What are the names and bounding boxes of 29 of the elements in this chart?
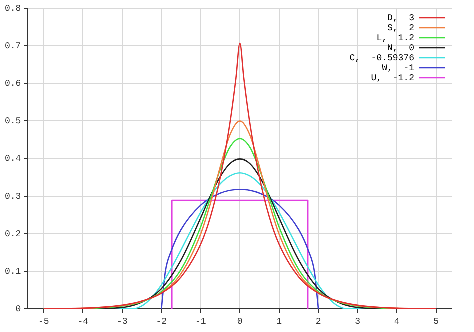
- legend-label: L, 1.2: [376, 33, 414, 44]
- y-tick-label: 0.7: [5, 41, 22, 52]
- y-tick-label: 0: [16, 304, 22, 315]
- x-tick-label: -5: [38, 316, 50, 327]
- x-tick-label: -2: [156, 316, 168, 327]
- x-tick-label: -3: [116, 316, 128, 327]
- line-series: [160, 188, 320, 310]
- line-series: [43, 42, 437, 310]
- legend-label: D, 3: [387, 13, 414, 24]
- legend-label: U, -1.2: [371, 73, 414, 84]
- x-tick-label: 5: [434, 316, 440, 327]
- y-tick-label: 0.4: [5, 154, 22, 164]
- x-tick-label: -1: [195, 316, 206, 327]
- x-tick-label: 3: [355, 316, 361, 327]
- y-tick-label: 0.8: [5, 4, 22, 14]
- y-tick-label: 0.6: [5, 78, 22, 89]
- x-tick-label: 1: [276, 316, 282, 327]
- y-tick-label: 0.2: [5, 229, 22, 240]
- x-tick-label: 4: [394, 316, 400, 327]
- legend-label: C, -0.59376: [350, 53, 414, 64]
- legend-label: S, 2: [387, 23, 414, 34]
- y-tick-label: 0.1: [5, 266, 22, 277]
- x-tick-label: -4: [78, 316, 89, 327]
- y-tick-label: 0.3: [5, 192, 22, 202]
- x-tick-label: 0: [237, 316, 243, 327]
- legend-label: W, -1: [382, 63, 414, 74]
- legend-label: N, 0: [387, 43, 414, 54]
- y-tick-label: 0.5: [5, 116, 22, 127]
- x-tick-label: 2: [316, 316, 322, 327]
